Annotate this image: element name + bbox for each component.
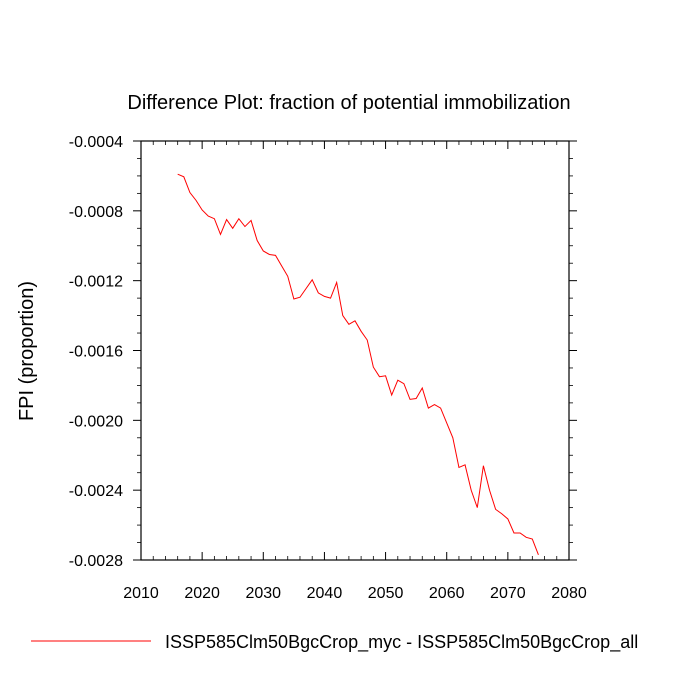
axis-tick-labels: 2010 2020 2030 2040 2050 2060 2070 2080 -0.0028 -… bbox=[69, 134, 587, 602]
series-layer bbox=[177, 173, 539, 555]
x-tick-label: 2040 bbox=[307, 585, 343, 602]
x-tick-label: 2030 bbox=[245, 585, 281, 602]
plot-frame bbox=[140, 140, 570, 561]
x-tick-label: 2010 bbox=[123, 585, 159, 602]
y-tick-label: -0.0004 bbox=[69, 134, 123, 151]
x-tick-label: 2060 bbox=[429, 585, 465, 602]
y-tick-label: -0.0024 bbox=[69, 483, 123, 500]
axis-ticks bbox=[133, 140, 577, 561]
y-axis-label: FPI (proportion) bbox=[16, 281, 38, 421]
y-tick-label: -0.0012 bbox=[69, 274, 123, 291]
chart-title: Difference Plot: fraction of potential i… bbox=[127, 92, 570, 114]
y-tick-label: -0.0020 bbox=[69, 413, 123, 430]
y-tick-label: -0.0008 bbox=[69, 204, 123, 221]
legend: ISSP585Clm50BgcCrop_myc - ISSP585Clm50Bg… bbox=[31, 632, 638, 653]
y-tick-label: -0.0028 bbox=[69, 553, 123, 570]
legend-label: ISSP585Clm50BgcCrop_myc - ISSP585Clm50Bg… bbox=[165, 632, 638, 653]
x-tick-label: 2080 bbox=[551, 585, 587, 602]
x-tick-label: 2050 bbox=[368, 585, 404, 602]
x-tick-label: 2020 bbox=[184, 585, 220, 602]
series-line bbox=[177, 173, 539, 555]
x-tick-label: 2070 bbox=[490, 585, 526, 602]
y-tick-label: -0.0016 bbox=[69, 344, 123, 361]
